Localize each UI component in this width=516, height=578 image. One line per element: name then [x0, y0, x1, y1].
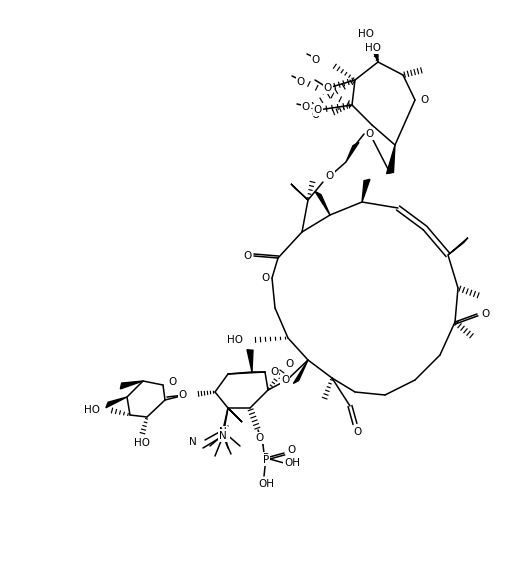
Text: O: O [179, 390, 187, 400]
Text: O: O [270, 367, 278, 377]
Text: O: O [354, 427, 362, 437]
Text: O: O [281, 375, 289, 385]
Text: HO: HO [358, 29, 374, 39]
Polygon shape [247, 350, 253, 372]
Polygon shape [106, 397, 127, 408]
Text: HO: HO [227, 335, 243, 345]
Polygon shape [120, 381, 143, 389]
Text: O: O [286, 359, 294, 369]
Text: N: N [219, 431, 227, 441]
Text: O: O [366, 129, 374, 139]
Text: OH: OH [258, 479, 274, 489]
Text: HO: HO [365, 43, 381, 53]
Text: N: N [221, 430, 229, 440]
Polygon shape [372, 49, 378, 62]
Text: O: O [288, 445, 296, 455]
Text: O: O [324, 83, 332, 93]
Text: N: N [219, 427, 227, 437]
Text: HO: HO [134, 438, 150, 448]
Text: N: N [189, 437, 197, 447]
Text: OH: OH [284, 458, 300, 468]
Text: O: O [326, 171, 334, 181]
Text: O: O [481, 309, 489, 319]
Text: P: P [263, 453, 269, 463]
Text: O: O [312, 55, 320, 65]
Polygon shape [448, 238, 468, 255]
Text: O: O [297, 77, 305, 87]
Polygon shape [315, 191, 330, 215]
Text: P: P [263, 455, 269, 465]
Text: O: O [262, 273, 270, 283]
Text: O: O [312, 110, 320, 120]
Text: O: O [168, 377, 176, 387]
Polygon shape [362, 179, 370, 202]
Polygon shape [228, 408, 242, 422]
Text: HO: HO [84, 405, 100, 415]
Polygon shape [386, 145, 395, 173]
Text: O: O [302, 102, 310, 112]
Text: O: O [314, 105, 322, 115]
Polygon shape [294, 360, 308, 383]
Text: O: O [256, 433, 264, 443]
Text: O: O [243, 251, 251, 261]
Text: O: O [420, 95, 428, 105]
Polygon shape [291, 184, 308, 200]
Polygon shape [346, 142, 359, 162]
